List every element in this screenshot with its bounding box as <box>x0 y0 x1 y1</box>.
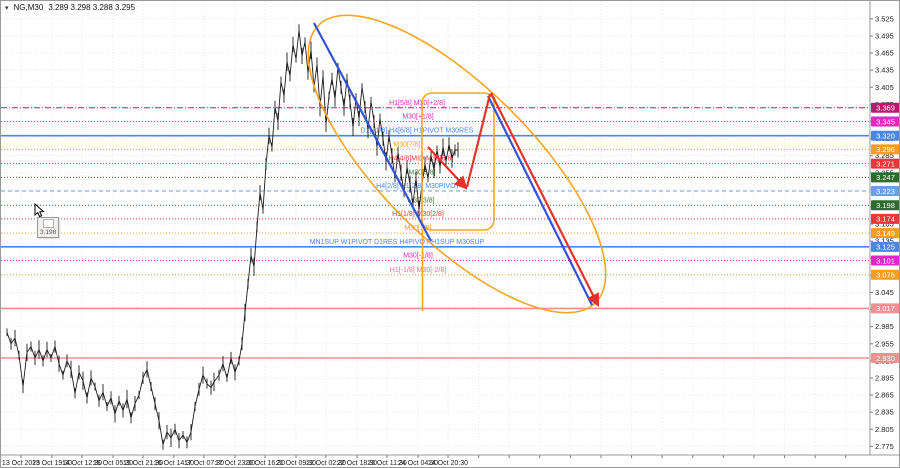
red-arrow-small[interactable] <box>427 146 468 190</box>
price-axis-label: 2.835 <box>875 408 894 417</box>
price-axis-label: 2.955 <box>875 339 894 348</box>
price-badge <box>871 269 899 280</box>
price-axis-label: 2.805 <box>875 425 894 434</box>
symbol-dropdown-icon: ▾ <box>5 4 9 12</box>
time-axis-label: 15 Oct 21:30 <box>123 460 163 467</box>
price-badge <box>871 130 899 141</box>
time-axis-label: 15 Oct 05:30 <box>93 460 133 467</box>
price-axis-label: 3.285 <box>875 151 894 160</box>
price-badge-label: 3.320 <box>876 132 895 141</box>
price-badge-label: 3.174 <box>876 215 895 224</box>
price-badge-label: 3.076 <box>876 271 895 280</box>
price-axis-label: 3.525 <box>875 14 894 23</box>
price-badge <box>871 213 899 224</box>
price-badge <box>871 144 899 155</box>
price-axis-label: 2.895 <box>875 373 894 382</box>
price-axis-label: 2.775 <box>875 442 894 451</box>
time-axis-label: 13 Oct 19:30 <box>32 460 72 467</box>
price-badge-label: 3.345 <box>876 117 895 126</box>
level-label: H1[-1/8] M30[-2/8] <box>390 267 446 274</box>
price-badge <box>871 303 899 314</box>
price-axis-label: 3.405 <box>875 83 894 92</box>
rounded-rectangle-shape[interactable] <box>421 92 495 231</box>
price-badge-label: 3.369 <box>876 104 895 113</box>
price-badge-label: 3.101 <box>876 256 895 265</box>
price-axis-label: 3.165 <box>875 220 894 229</box>
price-badge <box>871 158 899 169</box>
level-label: H1[5/8] M30[+2/8] <box>389 100 445 107</box>
price-badge-label: 3.223 <box>876 187 895 196</box>
price-badge-label: 3.125 <box>876 243 895 252</box>
price-badge <box>871 353 899 364</box>
level-label: H4[4/8]MID M30[6/8] <box>389 156 454 163</box>
level-label: D1[+1/8] H4[6/8] H1PIVOT M30RES <box>361 128 474 135</box>
candlestick-series <box>6 30 458 445</box>
time-axis-label: 21 Oct 09:30 <box>276 460 316 467</box>
price-badge <box>871 116 899 127</box>
price-axis-label: 3.045 <box>875 288 894 297</box>
time-axis-label: 22 Oct 18:30 <box>337 460 377 467</box>
price-axis-label: 2.985 <box>875 322 894 331</box>
chart-title: ▾ NG,M30 3.289 3.298 3.288 3.295 <box>5 3 135 12</box>
price-badge <box>871 228 899 239</box>
price-badge-label: 2.930 <box>876 354 895 363</box>
price-badge <box>871 200 899 211</box>
price-badge-label: 3.247 <box>876 173 895 182</box>
time-axis-label: 24 Oct 20:30 <box>428 460 468 467</box>
ohlc-values: 3.289 3.298 3.288 3.295 <box>48 3 136 12</box>
red-arrow-projection[interactable] <box>490 92 599 307</box>
level-label: M30[+1/8] <box>402 113 433 120</box>
level-label: H4[2/8] H1[2/8] M30PIVOT <box>376 183 460 190</box>
price-badge-label: 3.149 <box>876 229 895 238</box>
time-axis-label: 13 Oct 2025 <box>2 460 40 467</box>
price-badge-label: 3.296 <box>876 145 895 154</box>
level-label: M30[1/8] <box>404 225 431 232</box>
price-badge <box>871 172 899 183</box>
object-tooltip: 3.198 <box>37 217 60 238</box>
red-line-up[interactable] <box>465 93 492 188</box>
level-label: M30[-1/8] <box>403 253 433 260</box>
price-badge <box>871 241 899 252</box>
price-axis-label: 3.435 <box>875 66 894 75</box>
price-badge <box>871 102 899 113</box>
price-badge <box>871 255 899 266</box>
price-axis-label: 2.865 <box>875 391 894 400</box>
level-label: M30[3/8] <box>407 197 434 204</box>
time-axis-label: 14 Oct 12:30 <box>62 460 102 467</box>
time-axis-label: 23 Oct 11:30 <box>367 460 407 467</box>
level-label: H1[1/8] M30[2/8] <box>392 211 444 218</box>
price-badge <box>871 186 899 196</box>
time-axis-label: 17 Oct 07:30 <box>184 460 224 467</box>
candle-wicks <box>6 24 459 450</box>
level-label: M30[7/8] <box>393 141 420 148</box>
tooltip-chart-icon <box>42 219 54 228</box>
time-axis-label: 22 Oct 02:30 <box>306 460 346 467</box>
price-axis-label: 3.465 <box>875 49 894 58</box>
price-badge-label: 3.271 <box>876 159 895 168</box>
time-axis-label: 17 Oct 23:30 <box>215 460 255 467</box>
price-badge-label: 3.017 <box>876 304 895 313</box>
time-axis-label: 20 Oct 16:30 <box>245 460 285 467</box>
tooltip-price: 3.198 <box>40 229 57 236</box>
time-axis-label: 24 Oct 04:30 <box>398 460 438 467</box>
price-badge-label: 3.198 <box>876 201 895 210</box>
blue-trendline-projection[interactable] <box>487 95 593 306</box>
level-label: MN1SUP W1PIVOT D1RES H4PIVOT H1SUP M30SU… <box>310 239 485 246</box>
time-axis-label: 16 Oct 14:30 <box>154 460 194 467</box>
symbol-label: NG,M30 <box>13 3 44 12</box>
price-axis-label: 3.135 <box>875 237 894 246</box>
blue-trendline-down[interactable] <box>313 22 432 242</box>
price-axis-label: 3.495 <box>875 31 894 40</box>
